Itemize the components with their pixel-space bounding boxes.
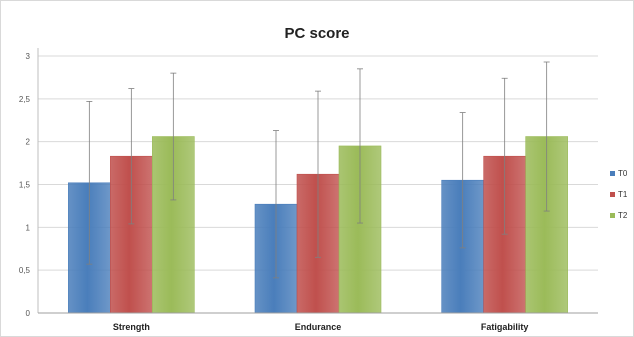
error-bars xyxy=(86,61,550,279)
y-tick-label: 0 xyxy=(26,309,31,318)
x-category-label: Fatigability xyxy=(481,322,529,332)
legend-swatch-T1 xyxy=(610,192,615,197)
y-tick-label: 1 xyxy=(26,223,31,232)
legend-swatch-T2 xyxy=(610,213,615,218)
bar-T2-Strength xyxy=(152,136,195,314)
chart-title: PC score xyxy=(284,25,349,42)
y-axis: 0 0,5 1 1,5 2 2,5 3 xyxy=(19,48,39,318)
y-tick-label: 2 xyxy=(26,138,31,147)
y-tick-label: 2,5 xyxy=(19,95,31,104)
x-category-label: Endurance xyxy=(295,322,342,332)
x-category-label: Strength xyxy=(113,322,150,332)
legend-label: T0 xyxy=(618,169,628,178)
legend-label: T1 xyxy=(618,190,628,199)
y-tick-label: 3 xyxy=(26,52,31,61)
legend-swatch-T0 xyxy=(610,171,615,176)
y-tick-label: 1,5 xyxy=(19,181,31,190)
legend: T0 T1 T2 xyxy=(610,169,628,220)
y-tick-label: 0,5 xyxy=(19,266,31,275)
legend-label: T2 xyxy=(618,211,628,220)
x-axis: Strength Endurance Fatigability xyxy=(38,312,598,332)
